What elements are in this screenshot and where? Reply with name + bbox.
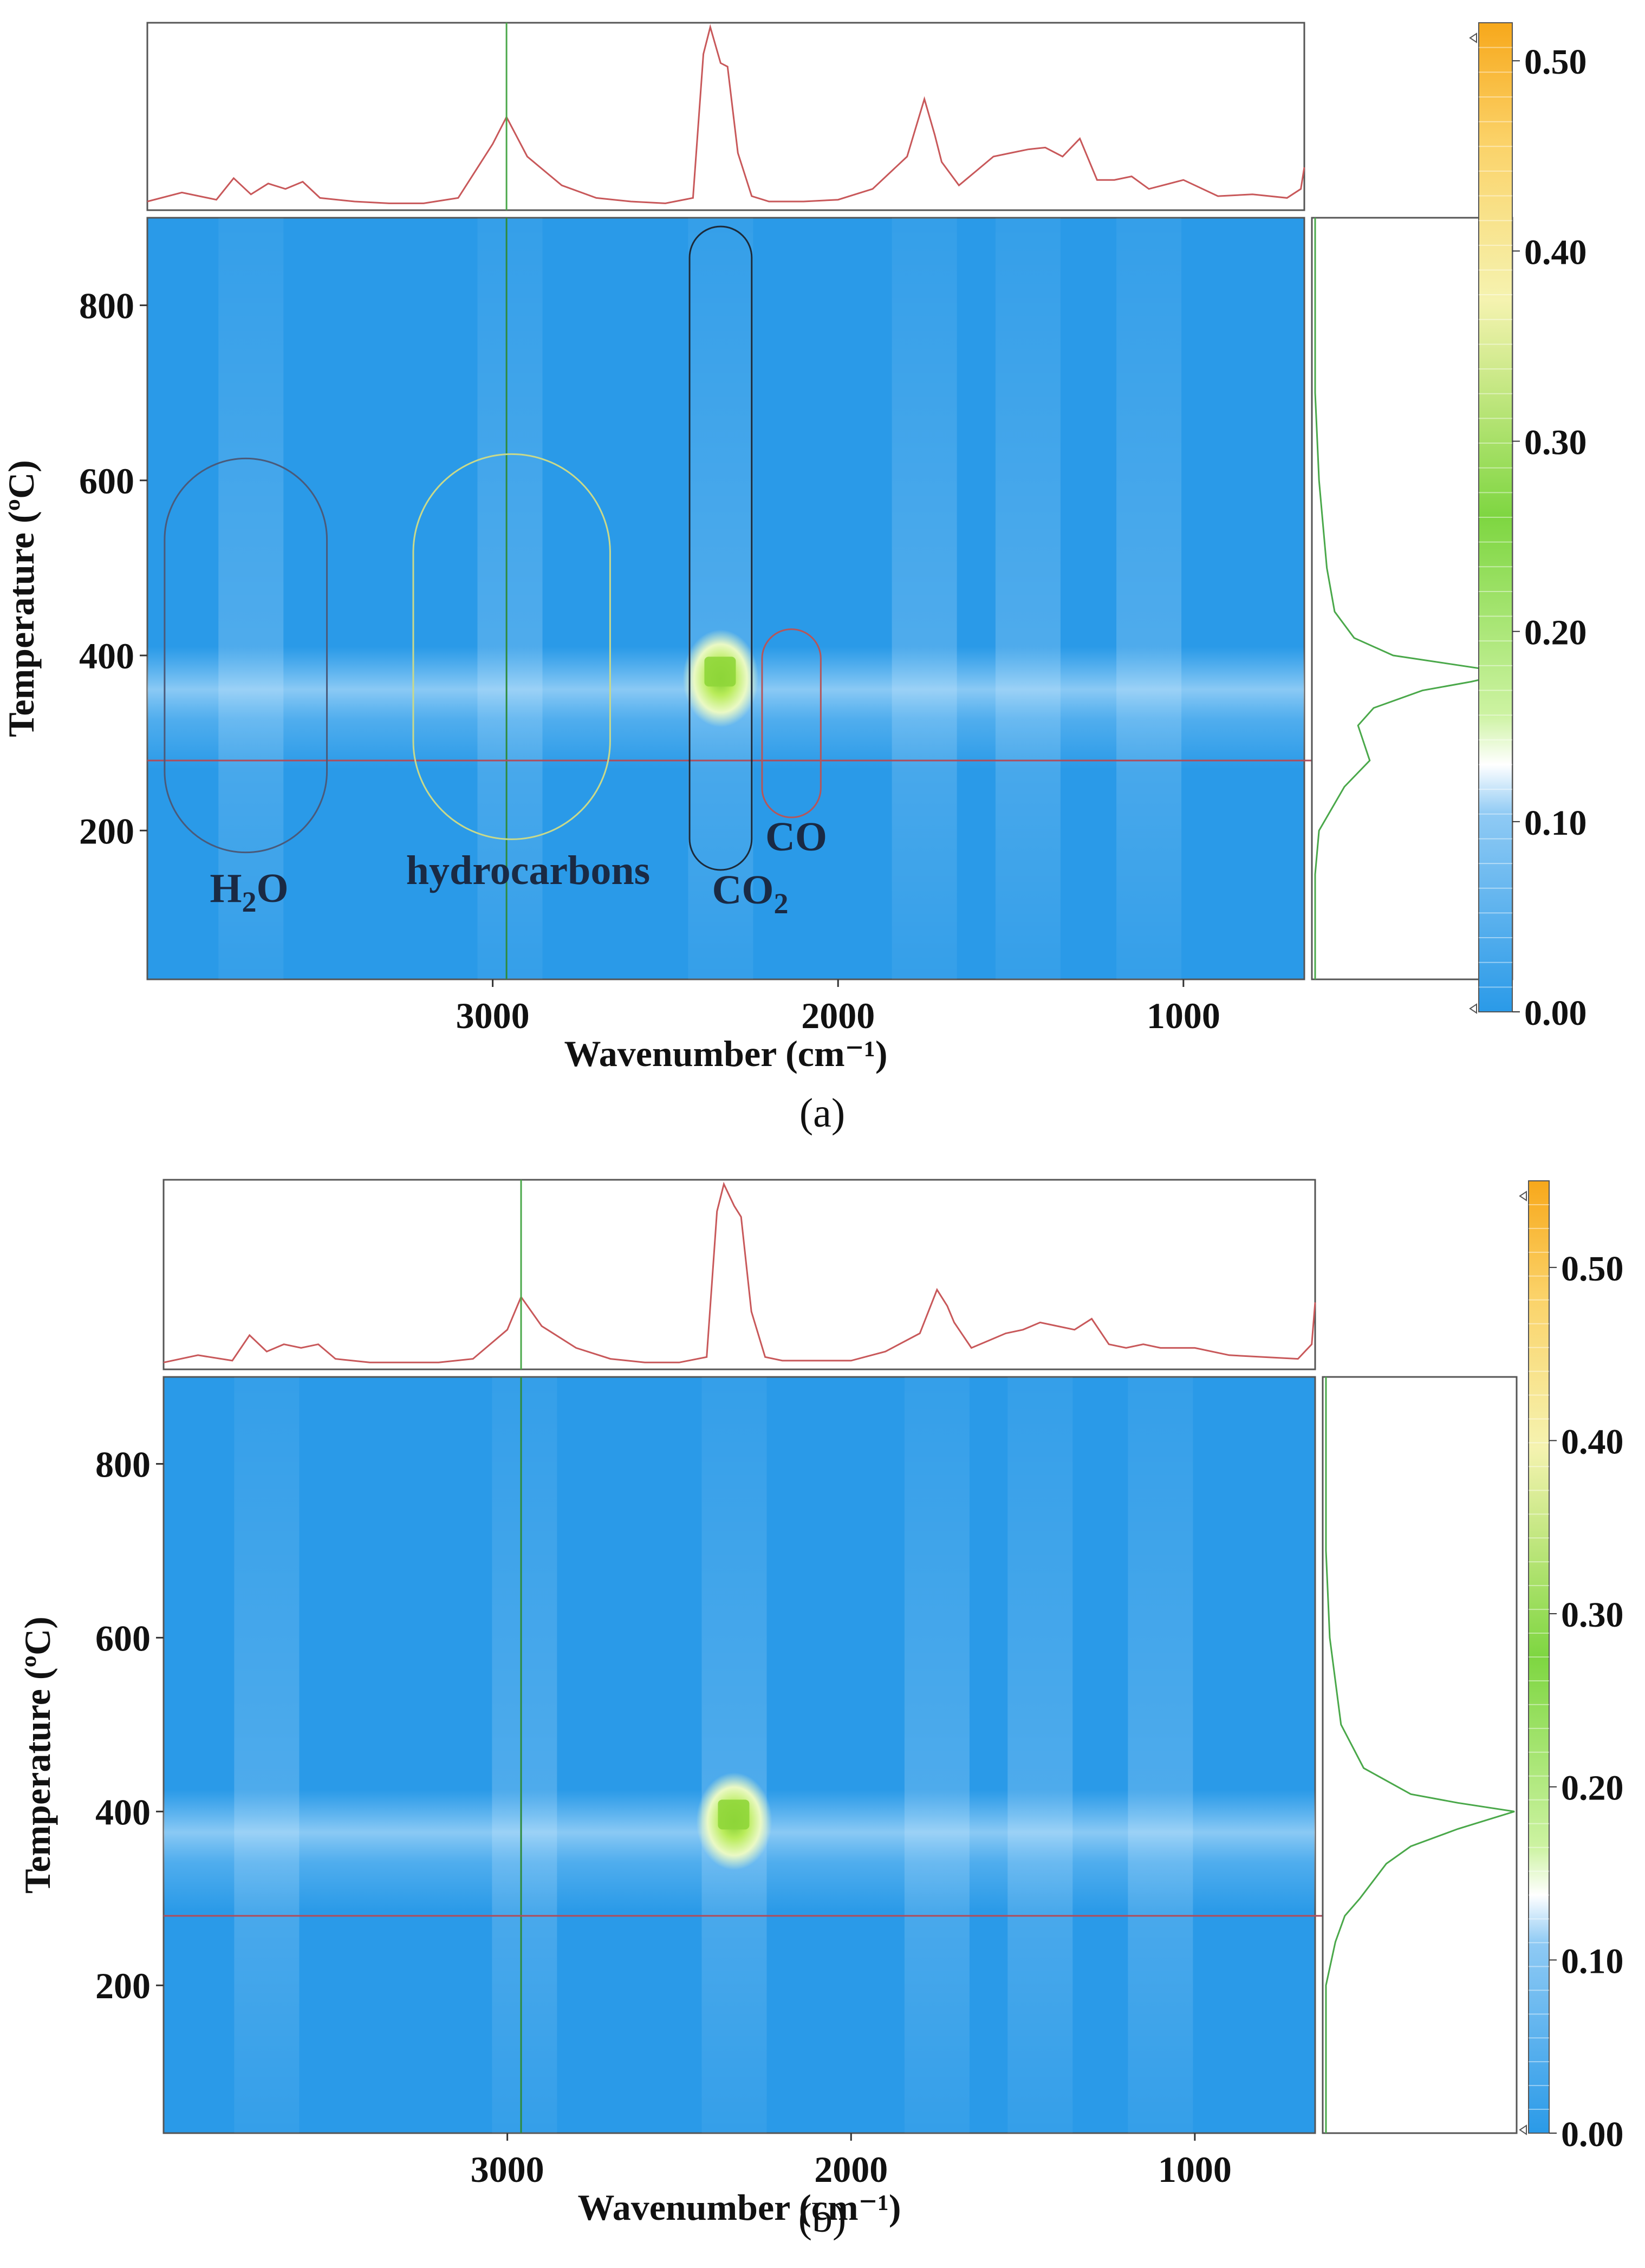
- x-tick-label: 1000: [1158, 2149, 1232, 2190]
- heatmap-column-2: [688, 218, 753, 979]
- band-label-1: hydrocarbons: [406, 848, 650, 893]
- panel-a: 3000 2000 1000 200 400 600 800 Wavenumber (cm⁻¹…: [1, 22, 1587, 1136]
- top-spectrum-line: [163, 1181, 1316, 1363]
- colorbar-tick-label: 0.10: [1524, 803, 1587, 843]
- x-tick-label: 3000: [471, 2149, 544, 2190]
- colorbar-tick-label: 0.00: [1561, 2115, 1624, 2154]
- y-tick-label: 200: [79, 810, 134, 852]
- heatmap-peak-core: [718, 1799, 750, 1830]
- y-tick-label: 800: [95, 1444, 151, 1485]
- colorbar-tick-label: 0.50: [1561, 1249, 1624, 1289]
- heatmap-column-5: [1128, 1377, 1193, 2133]
- colorbar-tick-label: 0.30: [1524, 423, 1587, 463]
- band-label-0: H2O: [210, 866, 288, 918]
- band-label-subscript: 2: [242, 886, 257, 918]
- heatmap-column-1: [492, 1377, 557, 2133]
- top-spectrum-frame: [162, 1179, 1316, 1370]
- y-tick-label: 400: [95, 1791, 151, 1832]
- band-label-2: CO2: [712, 867, 789, 920]
- heatmap-peak-core: [704, 657, 736, 687]
- y-tick-label: 600: [79, 460, 134, 502]
- band-label-main: hydrocarbons: [406, 848, 650, 893]
- y-axis-title: Temperature (ºC): [1, 460, 42, 737]
- colorbar-min-marker: [1519, 2124, 1527, 2135]
- y-tick-label: 400: [79, 635, 134, 677]
- x-tick-label: 2000: [801, 995, 875, 1036]
- top-spectrum-line: [147, 24, 1305, 204]
- band-outline-3: [761, 628, 822, 818]
- x-tick-label: 3000: [456, 995, 530, 1036]
- colorbar-tick-label: 0.00: [1524, 993, 1587, 1033]
- band-label-main: H: [210, 866, 242, 911]
- band-outline-0: [164, 457, 328, 854]
- x-axis-title: Wavenumber (cm⁻¹): [564, 1033, 887, 1074]
- heatmap-column-0: [234, 1377, 300, 2133]
- band-outline-1: [412, 453, 611, 840]
- side-profile-line: [1325, 1377, 1515, 2133]
- colorbar-max-marker: [1469, 33, 1477, 43]
- heatmap-column-3: [892, 218, 957, 979]
- heatmap-column-3: [904, 1377, 970, 2133]
- panel-caption: (a): [799, 1090, 845, 1136]
- y-tick-label: 600: [95, 1617, 151, 1659]
- y-axis-title: Temperature (ºC): [17, 1616, 58, 1894]
- colorbar-min-marker: [1469, 1003, 1477, 1014]
- colorbar-tick-label: 0.30: [1561, 1595, 1624, 1635]
- band-outline-2: [688, 225, 753, 871]
- x-axis-title: Wavenumber (cm⁻¹): [577, 2187, 901, 2228]
- panel-b: 3000 2000 1000 200 400 600 800 Wavenumber (cm⁻¹…: [17, 1179, 1624, 2241]
- band-label-main: CO: [765, 814, 827, 860]
- side-profile-frame: [1322, 1376, 1518, 2134]
- y-tick-label: 200: [95, 1965, 151, 2006]
- colorbar-tick-label: 0.10: [1561, 1941, 1624, 1981]
- top-spectrum-frame: [146, 22, 1305, 211]
- colorbar-tick-label: 0.40: [1524, 232, 1587, 272]
- band-label-3: CO: [765, 814, 827, 860]
- panel-caption: (b): [798, 2195, 847, 2241]
- heatmap-column-5: [1116, 218, 1182, 979]
- colorbar-tick-label: 0.50: [1524, 42, 1587, 82]
- band-label-subscript: 2: [774, 887, 789, 920]
- colorbar-tick-label: 0.20: [1561, 1769, 1624, 1808]
- colorbar-tick-label: 0.20: [1524, 613, 1587, 653]
- heatmap-column-4: [995, 218, 1061, 979]
- x-tick-label: 1000: [1147, 995, 1220, 1036]
- colorbar-tick-label: 0.40: [1561, 1422, 1624, 1461]
- heatmap-column-2: [701, 1377, 767, 2133]
- band-label-main: CO: [712, 867, 774, 913]
- colorbar-max-marker: [1519, 1191, 1527, 1201]
- colorbar: [1528, 1180, 1550, 2134]
- x-tick-label: 2000: [814, 2149, 888, 2190]
- y-tick-label: 800: [79, 285, 134, 327]
- heatmap-column-4: [1007, 1377, 1073, 2133]
- heatmap-column-1: [477, 218, 543, 979]
- colorbar: [1478, 22, 1513, 1012]
- band-label-rest: O: [257, 866, 289, 911]
